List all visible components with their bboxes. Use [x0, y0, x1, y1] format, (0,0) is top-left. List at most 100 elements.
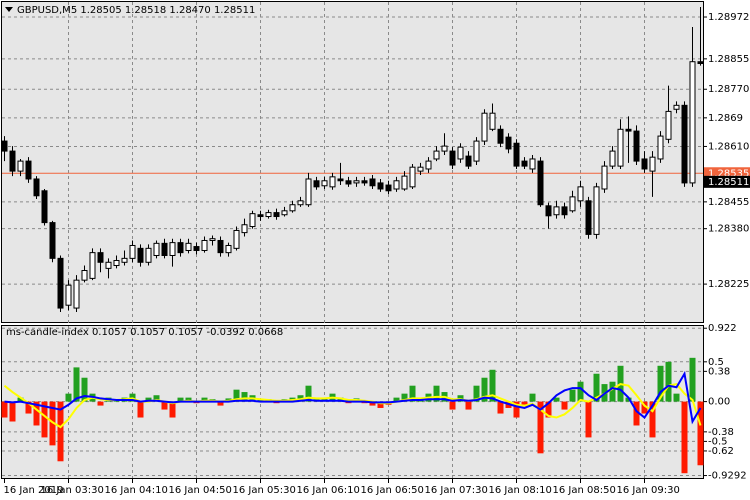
candle-body	[81, 270, 88, 281]
histogram-bar	[25, 401, 32, 414]
histogram-bar	[577, 381, 584, 402]
candle-body	[217, 239, 224, 254]
candle-body	[465, 155, 472, 167]
histogram-bar	[81, 377, 88, 402]
histogram-bar	[9, 401, 16, 422]
histogram-bar	[17, 397, 24, 402]
histogram-bar	[401, 393, 408, 402]
y-tick-label: 0.922	[708, 323, 737, 334]
collapse-icon[interactable]	[5, 7, 13, 12]
candle-body	[377, 182, 384, 190]
candle-body	[233, 229, 240, 249]
y-tick-label: 0.5	[708, 357, 724, 368]
histogram-bar	[673, 393, 680, 402]
histogram-bar	[537, 401, 544, 454]
main-panel	[1, 1, 704, 323]
candle-body	[241, 224, 248, 234]
histogram-bar	[497, 401, 504, 414]
histogram-bar	[473, 385, 480, 402]
y-tick-label: 0.38	[708, 366, 730, 377]
histogram-bar	[337, 397, 344, 402]
candle-body	[289, 204, 296, 212]
histogram-bar	[169, 401, 176, 418]
candle-body	[449, 150, 456, 166]
histogram-bar	[161, 401, 168, 410]
candle-body	[25, 160, 32, 180]
y-tick-label: 1.2869	[708, 113, 743, 124]
candle-body	[49, 222, 56, 259]
candle-body	[617, 128, 624, 167]
candle-body	[145, 247, 152, 263]
candle-body	[665, 110, 672, 140]
histogram-bar	[521, 401, 528, 406]
histogram-bar	[681, 401, 688, 474]
candle-body	[105, 261, 112, 269]
last-price-label: 1.28511	[708, 177, 749, 188]
histogram-bar	[433, 385, 440, 402]
candle-body	[185, 242, 192, 251]
y-tick-label: -0.5	[708, 436, 728, 447]
histogram-bar	[641, 401, 648, 414]
candle-body	[305, 178, 312, 206]
histogram-bar	[305, 385, 312, 402]
y-tick-label: 1.28380	[708, 224, 749, 235]
histogram-bar	[217, 401, 224, 406]
histogram-bar	[145, 397, 152, 402]
histogram-bar	[153, 395, 160, 402]
histogram-bar	[185, 397, 192, 402]
histogram-bar	[569, 389, 576, 402]
y-tick-label: -0.62	[708, 446, 734, 457]
histogram-bar	[553, 397, 560, 402]
histogram-bar	[697, 401, 704, 466]
histogram-bar	[57, 401, 64, 462]
histogram-bar	[657, 365, 664, 402]
candle-body	[281, 210, 288, 216]
candle-body	[489, 112, 496, 130]
candle-body	[577, 186, 584, 202]
x-tick-label: 16 Jan 06:50	[361, 485, 424, 496]
histogram-bar	[393, 397, 400, 402]
histogram-bar	[489, 369, 496, 402]
candle-body	[545, 205, 552, 217]
candle-body	[225, 244, 232, 254]
candle-body	[513, 142, 520, 167]
candle-body	[529, 158, 536, 170]
candle-body	[673, 104, 680, 110]
candle-body	[425, 160, 432, 170]
histogram-bar	[241, 392, 248, 402]
candle-body	[337, 178, 344, 182]
candle-body	[609, 150, 616, 167]
candle-body	[73, 279, 80, 309]
histogram-bar	[377, 401, 384, 408]
y-tick-label: 1.28610	[708, 141, 749, 152]
y-tick-label: 1.28770	[708, 84, 749, 95]
y-tick-label: 1.28855	[708, 54, 749, 65]
histogram-bar	[449, 401, 456, 410]
histogram-bar	[625, 397, 632, 402]
candle-body	[641, 158, 648, 170]
candle-body	[97, 252, 104, 263]
candle-body	[1, 140, 8, 152]
histogram-bar	[585, 401, 592, 438]
y-tick-label: 1.28972	[708, 12, 749, 23]
candle-body	[89, 252, 96, 279]
indicator-line	[4, 370, 702, 425]
histogram-bar	[409, 385, 416, 402]
histogram-bar	[513, 401, 520, 418]
candle-body	[177, 242, 184, 254]
candle-body	[313, 180, 320, 188]
candle-body	[633, 130, 640, 162]
histogram-bar	[593, 373, 600, 402]
indicator-header: ms-candle-index 0.1057 0.1057 0.1057 -0.…	[6, 327, 283, 338]
x-tick-label: 16 Jan 09:30	[617, 485, 680, 496]
candle-body	[129, 244, 136, 259]
candle-body	[401, 175, 408, 190]
candle-body	[681, 104, 688, 184]
histogram-bar	[633, 401, 640, 426]
candle-body	[353, 180, 360, 184]
histogram-bar	[529, 393, 536, 402]
x-tick-label: 16 Jan 08:10	[489, 485, 552, 496]
histogram-bar	[49, 401, 56, 446]
candle-body	[65, 284, 72, 306]
